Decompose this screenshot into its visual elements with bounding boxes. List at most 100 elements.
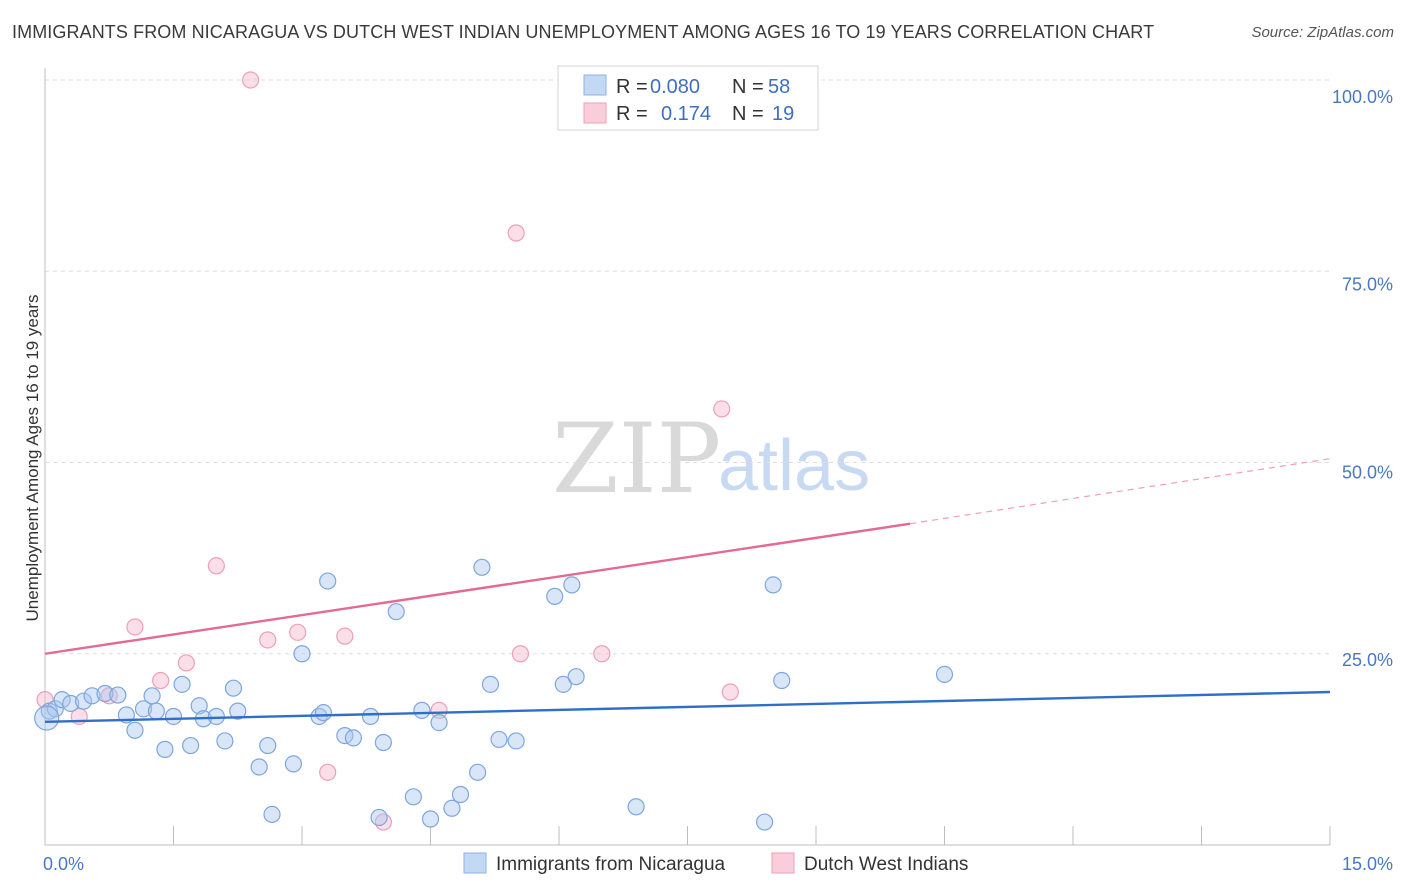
nicaragua-point (96, 684, 114, 703)
nicaragua-point (147, 702, 165, 720)
dutch-point (259, 631, 277, 649)
y-tick-label-100: 100.0% (1332, 87, 1393, 107)
nicaragua-point (370, 808, 388, 827)
nicaragua-point (361, 707, 380, 726)
y-axis-label: Unemployment Among Ages 16 to 19 years (23, 295, 42, 622)
nicaragua-point (216, 732, 234, 750)
dutch-point (721, 683, 739, 701)
dutch-point (126, 618, 144, 636)
nicaragua-point (207, 707, 225, 726)
nicaragua-point (62, 694, 80, 713)
dutch-point (242, 71, 260, 89)
nicaragua-point (443, 799, 461, 817)
nicaragua-point (554, 675, 572, 693)
nicaragua-point (764, 576, 782, 594)
y-tick-label-75: 75.0% (1342, 274, 1393, 294)
nicaragua-point (263, 805, 281, 824)
nicaragua-point (164, 707, 183, 726)
x-tick-label-min: 0.0% (43, 854, 84, 874)
series-label-nicaragua: Immigrants from Nicaragua (496, 854, 726, 875)
nicaragua-point (935, 665, 954, 684)
nicaragua-points (34, 558, 954, 831)
dutch-point (207, 557, 225, 575)
nicaragua-point (421, 810, 440, 828)
nicaragua-point (430, 713, 448, 732)
y-tick-label-50: 50.0% (1342, 463, 1393, 483)
dutch-trend-extension (910, 458, 1331, 525)
nicaragua-point (74, 692, 93, 710)
dutch-point (336, 627, 354, 645)
nicaragua-point (34, 705, 60, 731)
legend-r-value-2: 0.174 (661, 103, 711, 125)
watermark-zip: ZIP (552, 403, 721, 515)
nicaragua-point (190, 697, 208, 715)
legend-r-label-2: R = (616, 103, 648, 125)
nicaragua-point (83, 687, 101, 705)
legend-swatch-nicaragua (583, 74, 607, 96)
y-tick-label-25: 25.0% (1342, 650, 1393, 670)
nicaragua-point (134, 700, 153, 718)
dutch-point (593, 645, 611, 663)
series-swatch-dutch (771, 852, 795, 874)
nicaragua-point (387, 603, 405, 621)
legend-r-value-1: 0.080 (650, 76, 700, 98)
nicaragua-point (109, 686, 127, 704)
nicaragua-point (473, 558, 491, 576)
dutch-point (511, 645, 530, 663)
watermark-atlas: atlas (718, 426, 870, 506)
dutch-point (713, 400, 731, 418)
nicaragua-point (250, 758, 268, 776)
nicaragua-point (259, 736, 277, 755)
nicaragua-trend-line (44, 690, 1331, 724)
nicaragua-point (413, 701, 431, 719)
nicaragua-point (229, 702, 247, 720)
nicaragua-point (773, 671, 791, 690)
nicaragua-point (53, 691, 71, 709)
nicaragua-point (156, 740, 174, 758)
series-label-dutch: Dutch West Indians (804, 854, 968, 875)
x-tick-label-max: 15.0% (1342, 854, 1393, 874)
nicaragua-point (319, 572, 337, 590)
dutch-point (177, 654, 195, 672)
nicaragua-point (627, 798, 645, 816)
nicaragua-point (563, 576, 581, 594)
nicaragua-point (143, 687, 161, 705)
legend-n-label-2: N = (732, 103, 764, 125)
nicaragua-point (567, 668, 585, 686)
nicaragua-point (344, 729, 362, 747)
nicaragua-point (507, 732, 525, 750)
nicaragua-point (126, 721, 144, 739)
correlation-legend: R = 0.080 N = 58 R = 0.174 N = 19 (557, 65, 819, 131)
dutch-point (430, 701, 448, 719)
series-swatch-nicaragua (463, 852, 487, 874)
axes (44, 68, 1331, 846)
dutch-point (319, 763, 337, 781)
source-credit: Source: ZipAtlas.com (1251, 24, 1394, 41)
nicaragua-point (182, 736, 200, 755)
legend-n-label-1: N = (732, 76, 764, 98)
legend-n-value-2: 19 (772, 103, 794, 125)
nicaragua-point (374, 733, 392, 752)
legend-swatch-dutch (583, 102, 607, 124)
gridlines (45, 79, 1330, 655)
trend-lines (44, 458, 1331, 724)
tick-labels: 25.0% 50.0% 75.0% 100.0% 0.0% 15.0% (43, 87, 1393, 874)
nicaragua-point (490, 730, 508, 749)
nicaragua-point (546, 587, 564, 605)
dutch-point (289, 623, 307, 641)
chart-title: IMMIGRANTS FROM NICARAGUA VS DUTCH WEST … (12, 22, 1155, 42)
nicaragua-point (469, 763, 487, 781)
legend-r-label-1: R = (616, 76, 648, 98)
nicaragua-point (755, 813, 774, 831)
dutch-west-indians-points (36, 71, 739, 831)
dutch-point (152, 671, 170, 690)
nicaragua-point (173, 675, 191, 693)
nicaragua-point (481, 675, 500, 693)
nicaragua-point (314, 704, 333, 722)
nicaragua-point (404, 788, 422, 806)
nicaragua-point (224, 679, 243, 697)
series-legend: Immigrants from Nicaragua Dutch West Ind… (463, 852, 968, 875)
nicaragua-point (451, 785, 470, 804)
dutch-point (507, 224, 525, 242)
